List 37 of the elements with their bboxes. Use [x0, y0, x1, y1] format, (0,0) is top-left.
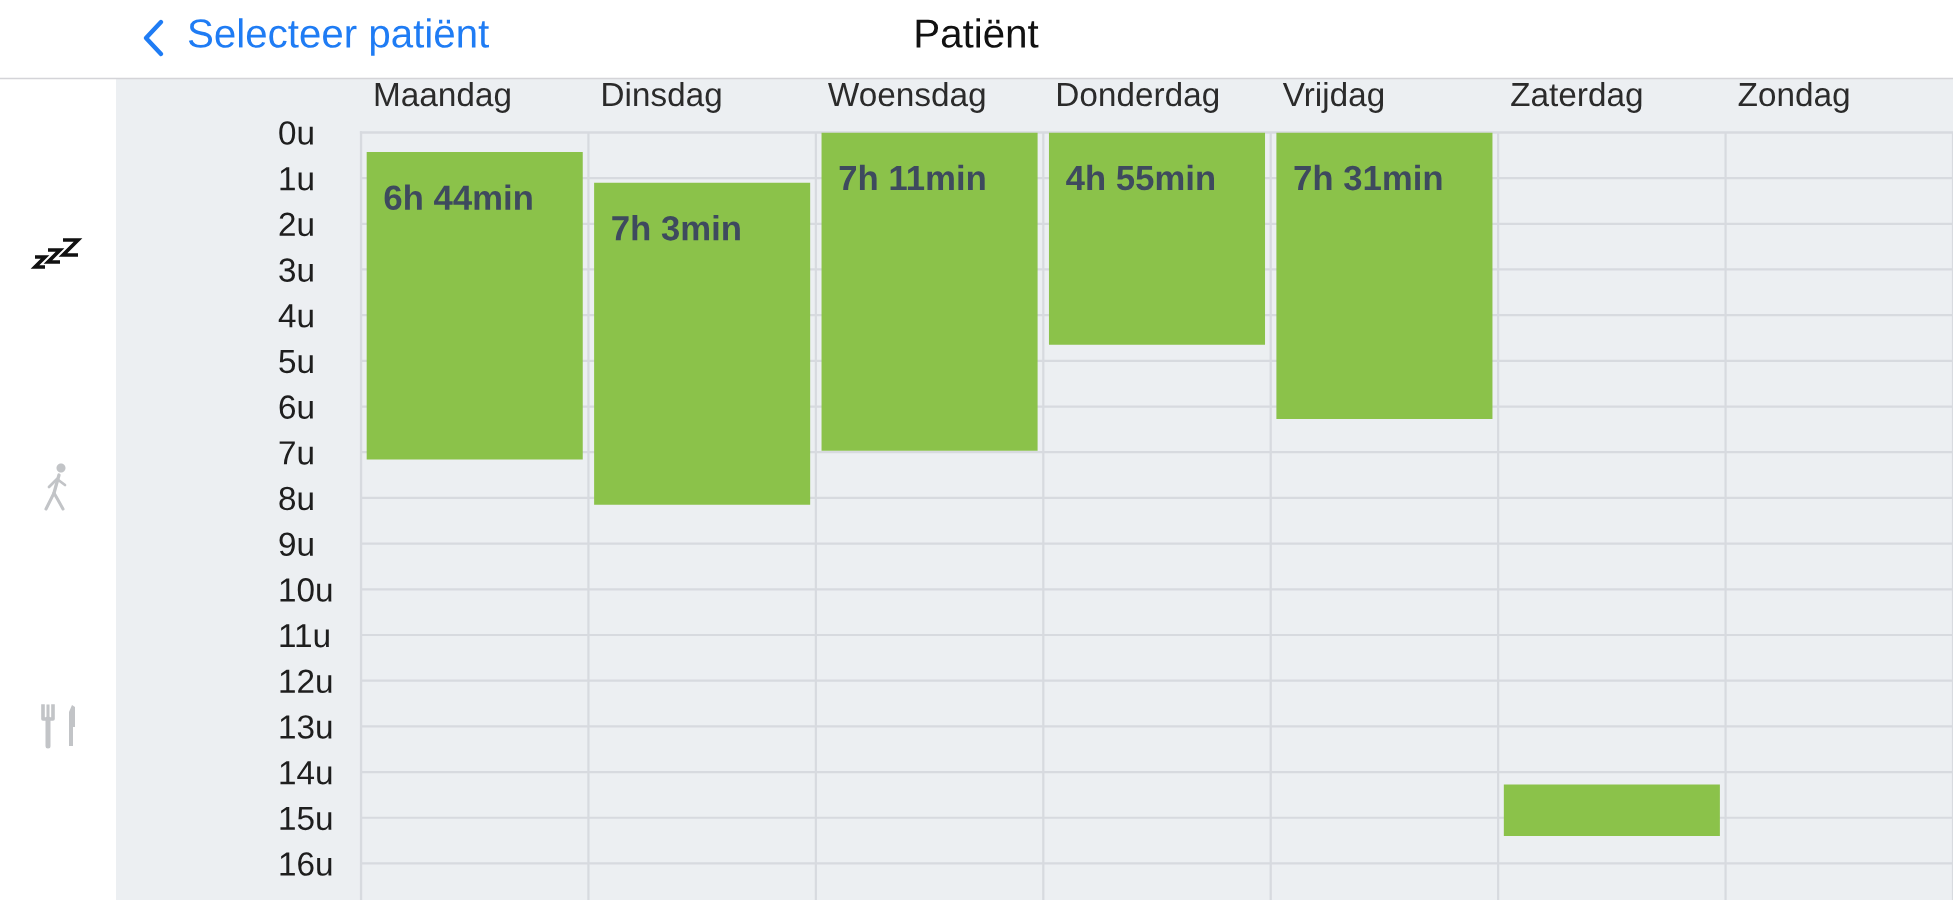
bar — [366, 152, 583, 460]
bar — [821, 132, 1038, 451]
x-tick-label: Zondag — [1738, 81, 1849, 113]
y-tick-label: 11u — [280, 624, 329, 648]
x-tick-label: Vrijdag — [1282, 81, 1384, 113]
y-tick-label: 2u — [279, 212, 313, 237]
y-tick-label: 7u — [279, 441, 313, 465]
y-tick-label: 9u — [279, 532, 313, 557]
y-tick-label: 15u — [280, 806, 332, 831]
x-tick-label: Maandag — [375, 81, 510, 113]
y-tick-label: 12u — [280, 669, 332, 694]
x-tick-label: Zaterdag — [1511, 81, 1642, 113]
y-tick-label: 5u — [279, 350, 313, 374]
annotation: 4h 55min — [1066, 164, 1215, 191]
x-tick-label: Donderdag — [1058, 81, 1219, 113]
y-tick-label: 13u — [280, 715, 332, 739]
y-tick-label: 10u — [280, 578, 332, 602]
y-tick-label: 1u — [280, 167, 313, 191]
text: Selecteer patiënt — [188, 18, 489, 56]
y-tick-label: 0u — [279, 121, 313, 145]
x-tick-label: Dinsdag — [603, 81, 721, 113]
annotation: 7h 11min — [839, 164, 985, 190]
annotation: 6h 44min — [384, 184, 532, 210]
y-tick-label: 6u — [279, 395, 313, 419]
y-tick-label: 3u — [279, 258, 313, 282]
bar — [1503, 784, 1720, 837]
y-tick-label: 8u — [279, 486, 313, 511]
y-tick-label: 14u — [280, 761, 332, 785]
annotation: 7h 3min — [612, 215, 740, 241]
annotation: 7h 31min — [1294, 164, 1442, 191]
bar — [594, 182, 811, 505]
y-tick-label: 16u — [280, 852, 332, 876]
x-tick-label: Woensdag — [828, 81, 985, 113]
chart-title: Patiënt — [916, 18, 1039, 48]
bar — [1048, 132, 1266, 345]
y-tick-label: 4u — [278, 304, 313, 328]
bar — [1276, 132, 1493, 419]
